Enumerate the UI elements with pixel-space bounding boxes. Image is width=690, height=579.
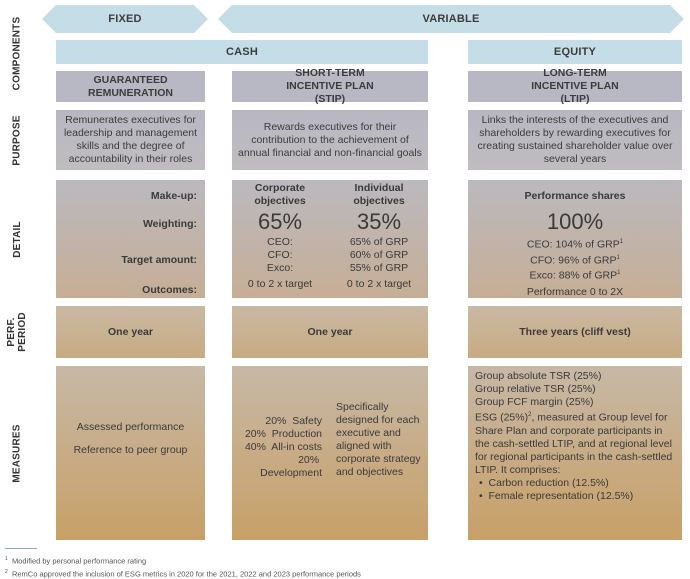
makeup-label: Make-up:	[150, 190, 197, 202]
stip-measure-list: 20% Safety 20% Production 40% All-in cos…	[244, 415, 322, 479]
detail-stip: Corporate objectives 65% CEO: CFO: Exco:…	[232, 180, 428, 298]
measures-stip: 20% Safety 20% Production 40% All-in cos…	[232, 366, 428, 540]
purpose-stip: Rewards executives for their contributio…	[232, 110, 428, 170]
stip-individual-measures: Specifically designed for each executive…	[336, 401, 421, 478]
guaranteed-remuneration-title: GUARANTEED REMUNERATION	[56, 71, 205, 102]
purpose-ltip: Links the interests of the executives an…	[468, 110, 682, 170]
target-amount-label: Target amount:	[121, 254, 197, 266]
stip-title: SHORT-TERM INCENTIVE PLAN (STIP)	[232, 67, 428, 105]
row-label-perf-period: PERF. PERIOD	[6, 312, 29, 352]
period-ltip: Three years (cliff vest)	[468, 306, 682, 358]
detail-ltip: Performance shares 100% CEO: 104% of GRP…	[468, 180, 682, 298]
measures-ltip: Group absolute TSR (25%) Group relative …	[468, 366, 682, 540]
footnote-divider	[5, 548, 37, 549]
footnotes: 1 Modified by personal performance ratin…	[5, 556, 361, 578]
cash-band: CASH	[56, 40, 428, 64]
outcomes-label: Outcomes:	[142, 284, 197, 296]
row-label-detail: DETAIL	[11, 220, 23, 258]
weighting-label: Weighting:	[142, 218, 197, 230]
arrow-right-icon	[670, 5, 684, 33]
row-label-measures: MEASURES	[11, 423, 23, 483]
equity-band: EQUITY	[468, 40, 682, 64]
arrow-left-icon	[218, 5, 232, 33]
period-stip: One year	[232, 306, 428, 358]
detail-labels: Make-up: Weighting: Target amount: Outco…	[56, 180, 205, 298]
row-label-components: COMPONENTS	[11, 16, 23, 91]
arrow-right-icon	[194, 5, 208, 33]
ltip-title: LONG-TERM INCENTIVE PLAN (LTIP)	[468, 67, 682, 105]
arrow-left-icon	[42, 5, 56, 33]
variable-band: VARIABLE	[232, 5, 670, 33]
period-guaranteed: One year	[56, 306, 205, 358]
row-label-purpose: PURPOSE	[11, 114, 23, 166]
stip-individual: Individual objectives 35% 65% of GRP 60%…	[346, 182, 412, 290]
stip-corporate: Corporate objectives 65% CEO: CFO: Exco:…	[247, 182, 313, 290]
measures-guaranteed: Assessed performance Reference to peer g…	[56, 366, 205, 540]
fixed-band: FIXED	[56, 5, 194, 33]
purpose-guaranteed: Remunerates executives for leadership an…	[56, 110, 205, 170]
